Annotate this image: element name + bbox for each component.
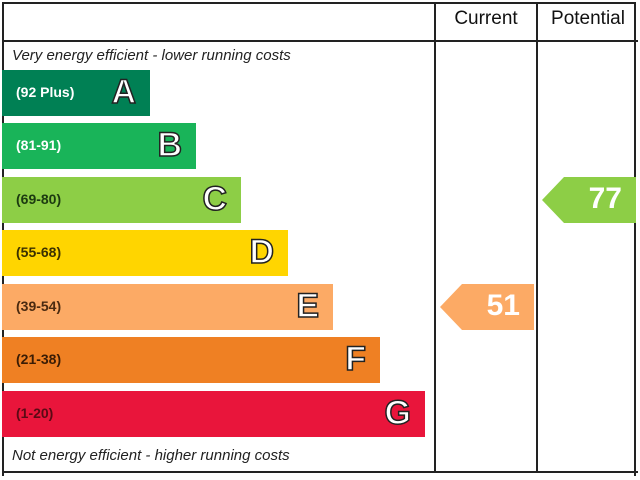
current-rating-arrow: 51 [440, 284, 534, 330]
band-range-label: (21-38) [16, 351, 62, 367]
band-range-label: (55-68) [16, 244, 62, 260]
band-bar-f: (21-38) F [2, 337, 380, 383]
current-column-divider [434, 2, 436, 472]
band-range-label: (92 Plus) [16, 84, 75, 100]
band-range-label: (81-91) [16, 137, 62, 153]
band-range-label: (69-80) [16, 191, 62, 207]
band-bar-e: (39-54) E [2, 284, 333, 330]
band-letter: E [296, 286, 320, 326]
header-potential: Potential [551, 8, 625, 29]
band-bar-c: (69-80) C [2, 177, 241, 223]
header-divider [2, 40, 638, 42]
band-letter: F [344, 339, 366, 379]
band-letter: D [249, 232, 275, 272]
potential-column-divider [536, 2, 538, 472]
potential-rating-arrow: 77 [542, 177, 636, 223]
band-bar-g: (1-20) G [2, 391, 425, 437]
band-bar-d: (55-68) D [2, 230, 288, 276]
potential-rating-arrow-value: 77 [588, 182, 622, 215]
footer-divider [2, 471, 638, 473]
header-current: Current [454, 8, 518, 29]
top-note: Very energy efficient - lower running co… [12, 47, 291, 64]
band-letter: B [157, 125, 183, 165]
band-letter: A [111, 72, 137, 112]
band-range-label: (39-54) [16, 298, 62, 314]
band-bar-a: (92 Plus) A [2, 70, 150, 116]
band-bar-b: (81-91) B [2, 123, 196, 169]
band-range-label: (1-20) [16, 405, 54, 421]
band-letter: G [384, 393, 412, 433]
current-rating-arrow-value: 51 [486, 289, 520, 322]
band-letter: C [202, 179, 228, 219]
bottom-note: Not energy efficient - higher running co… [12, 447, 290, 464]
